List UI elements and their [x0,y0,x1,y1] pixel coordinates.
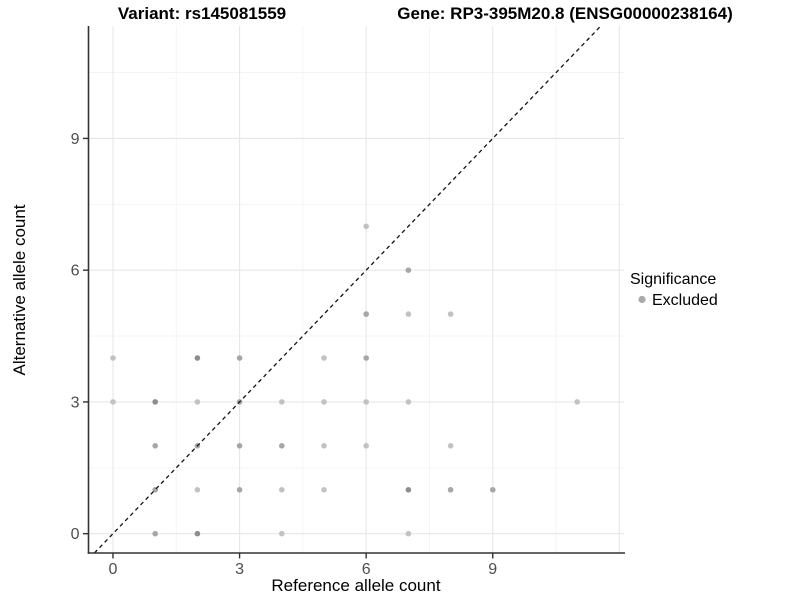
data-point [152,399,158,405]
data-point [574,399,580,405]
gridlines-major [88,26,624,553]
gridlines-minor [88,26,624,553]
data-point [279,530,285,537]
data-point [405,487,412,493]
data-point [236,487,243,493]
data-point [321,399,327,405]
x-tick-label: 0 [109,561,118,578]
data-point [363,399,370,405]
data-point [447,311,454,317]
data-point [110,355,116,361]
data-point [321,355,327,361]
data-point [279,443,285,449]
legend-item-excluded: Excluded [652,292,718,309]
data-point [152,530,158,537]
identity-dashed-line [93,25,602,554]
x-axis-title: Reference allele count [271,576,440,595]
data-point [363,355,370,361]
data-point [447,487,454,493]
y-tick-label: 3 [71,394,80,411]
data-point [236,355,243,361]
x-tick-label: 6 [362,561,371,578]
y-axis-title: Alternative allele count [10,204,29,375]
data-point [321,443,327,449]
data-point [363,311,370,317]
data-point [405,267,412,274]
y-tick-label: 0 [71,526,80,543]
data-point [279,399,285,405]
y-axis-ticks: 0 3 6 9 [71,131,89,543]
data-point [194,487,201,493]
data-point [405,399,412,405]
data-point [152,443,158,449]
data-point [194,355,201,361]
legend: Significance Excluded [630,271,718,309]
data-point [490,487,496,493]
data-point [236,443,243,449]
y-tick-label: 9 [71,131,80,148]
data-point [405,530,412,537]
data-point [447,443,454,449]
legend-title: Significance [630,271,716,288]
x-axis-ticks: 0 3 6 9 [109,553,497,578]
data-point [110,399,116,405]
data-point [279,487,285,493]
data-point [321,487,327,493]
x-tick-label: 9 [488,561,497,578]
plot-title-gene: Gene: RP3-395M20.8 (ENSG00000238164) [397,4,732,23]
plot-title-variant: Variant: rs145081559 [118,4,286,23]
legend-key-dot-icon [638,295,646,304]
data-point [363,443,370,449]
data-point [405,311,412,317]
data-point [194,399,201,405]
x-tick-label: 3 [235,561,244,578]
data-point [194,530,201,537]
data-point [363,223,370,230]
y-tick-label: 6 [71,263,80,280]
